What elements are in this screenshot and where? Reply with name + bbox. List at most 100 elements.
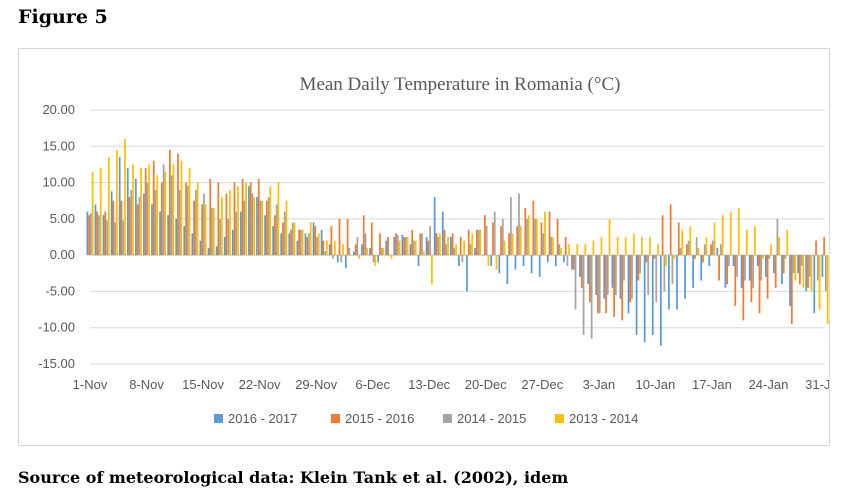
bar	[290, 229, 292, 256]
bar	[676, 255, 678, 310]
legend-swatch	[555, 414, 564, 423]
bar	[385, 240, 388, 256]
bar	[317, 233, 320, 256]
legend-label: 2013 - 2014	[569, 411, 638, 426]
temperature-bar-chart: Mean Daily Temperature in Romania (°C) 2…	[38, 74, 845, 426]
bar	[718, 255, 720, 281]
bar	[792, 255, 795, 274]
bar	[647, 255, 650, 296]
bar	[663, 255, 666, 292]
bar	[207, 247, 210, 256]
bar	[716, 247, 719, 256]
bar	[248, 186, 250, 256]
bar	[461, 255, 464, 263]
bar	[560, 247, 562, 256]
bar	[703, 244, 706, 256]
bar	[267, 197, 270, 256]
x-tick-label: 20-Dec	[465, 377, 507, 392]
x-tick-label: 1-Nov	[73, 377, 108, 392]
source-note: Source of meteorological data: Klein Tan…	[18, 468, 569, 487]
bar	[640, 237, 643, 256]
bar	[377, 255, 380, 263]
bar	[542, 233, 545, 256]
bar	[175, 218, 178, 256]
bar	[203, 193, 205, 256]
bar	[649, 237, 651, 256]
bar	[114, 222, 116, 256]
bar	[732, 255, 735, 267]
bar	[623, 255, 625, 281]
bar	[627, 255, 630, 314]
bar	[511, 233, 514, 256]
bar	[453, 247, 456, 256]
bar	[256, 197, 258, 256]
bar	[471, 233, 474, 256]
bar	[455, 244, 457, 256]
bar	[312, 222, 315, 256]
bar	[469, 244, 472, 256]
bar	[144, 168, 147, 256]
bar	[490, 255, 493, 267]
bar	[177, 153, 179, 256]
bar	[659, 255, 662, 346]
bar	[579, 255, 581, 277]
bar	[162, 164, 165, 256]
bar	[582, 255, 585, 335]
bar	[132, 164, 134, 256]
bar	[361, 244, 363, 256]
bar	[728, 255, 730, 267]
bar	[619, 255, 622, 299]
bar	[215, 246, 218, 256]
bar	[463, 240, 466, 256]
bar	[98, 215, 100, 256]
bar	[413, 240, 415, 256]
bar	[756, 255, 759, 267]
bar	[700, 255, 703, 281]
bar	[689, 226, 692, 256]
bar	[815, 240, 817, 256]
bar	[613, 255, 615, 317]
bar	[657, 244, 659, 256]
bar	[366, 247, 369, 256]
bar	[178, 189, 181, 256]
bar	[330, 226, 333, 256]
y-tick-label: 10.00	[42, 175, 75, 190]
x-tick-label: 6-Dec	[355, 377, 390, 392]
bar	[151, 204, 153, 256]
bar	[493, 211, 496, 256]
bar	[687, 240, 690, 256]
bar	[726, 255, 729, 285]
figure-label: Figure 5	[18, 6, 108, 28]
bar	[742, 255, 745, 321]
bar	[429, 226, 431, 256]
bar	[758, 255, 761, 314]
bar	[277, 182, 280, 256]
bar	[729, 211, 732, 256]
bar	[519, 226, 522, 256]
bar	[449, 237, 452, 256]
bar	[102, 215, 105, 256]
bar	[487, 255, 490, 267]
bar	[396, 234, 399, 256]
bar	[576, 244, 579, 256]
bar	[708, 255, 711, 267]
bar	[269, 186, 272, 256]
bar	[393, 237, 396, 256]
bar	[387, 237, 389, 256]
y-tick-label: -10.00	[38, 320, 75, 335]
bar	[572, 255, 575, 270]
bar	[427, 240, 430, 256]
legend-label: 2016 - 2017	[228, 411, 297, 426]
bar	[744, 255, 746, 281]
bar	[154, 189, 157, 256]
bar	[768, 255, 771, 259]
bar	[548, 211, 551, 256]
bar	[298, 229, 300, 256]
bar	[595, 255, 598, 296]
bar	[325, 240, 328, 256]
bar	[685, 244, 688, 256]
y-tick-label: 20.00	[42, 102, 75, 117]
bar	[233, 182, 236, 256]
bar	[417, 255, 420, 267]
bar	[251, 193, 254, 256]
